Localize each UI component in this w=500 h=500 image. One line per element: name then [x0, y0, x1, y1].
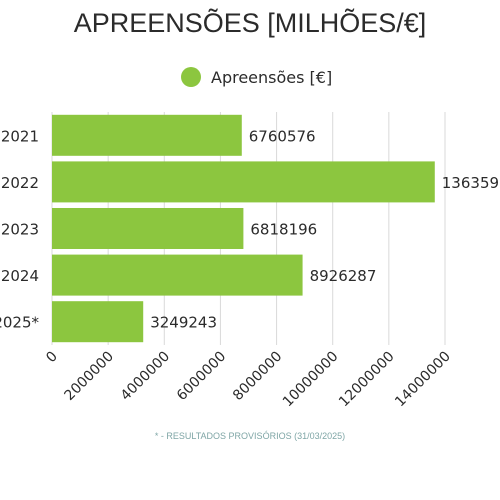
x-tick-label: 2000000 [62, 349, 117, 404]
x-tick-label: 14000000 [392, 349, 454, 411]
bars [52, 114, 435, 343]
x-tick-label: 12000000 [336, 349, 398, 411]
bar [52, 114, 242, 156]
category-label: 2022 [1, 174, 39, 192]
legend-swatch [181, 67, 201, 87]
x-tick-label: 8000000 [230, 349, 285, 404]
x-tick-label: 6000000 [174, 349, 229, 404]
category-labels: 2021 2022 2023 2024 2025* [0, 127, 39, 331]
x-tick-labels: 0 2000000 4000000 6000000 800000010000000120… [43, 349, 454, 411]
value-label: 6818196 [250, 221, 317, 239]
x-tick-label: 4000000 [118, 349, 173, 404]
value-label: 8926287 [310, 267, 377, 285]
category-label: 2023 [1, 221, 39, 239]
bar [52, 161, 435, 203]
value-label: 3249243 [150, 314, 217, 332]
category-label: 2024 [1, 267, 39, 285]
legend-label: Apreensões [€] [211, 68, 332, 87]
category-label: 2025* [0, 314, 39, 332]
footnote: * - RESULTADOS PROVISÓRIOS (31/03/2025) [155, 431, 345, 441]
value-label: 6760576 [249, 127, 316, 145]
x-tick-label: 0 [43, 349, 61, 367]
bar [52, 207, 244, 250]
category-label: 2021 [1, 127, 39, 145]
value-label: 13635957 [442, 174, 500, 192]
chart-title: APREENSÕES [MILHÕES/€] [74, 7, 427, 38]
legend: Apreensões [€] [181, 67, 332, 87]
value-labels: 6760576 13635957 6818196 8926287 3249243 [150, 127, 500, 331]
x-tick-label: 10000000 [280, 349, 342, 411]
bar [52, 254, 303, 296]
bar [52, 301, 144, 343]
